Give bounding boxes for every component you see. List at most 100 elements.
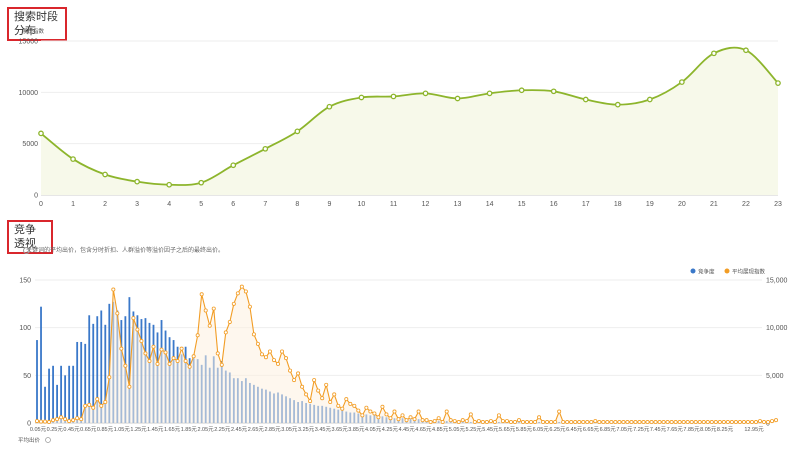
data-point — [681, 420, 686, 425]
x-tick-label: 11 — [390, 201, 397, 208]
data-point — [709, 420, 714, 425]
data-point — [743, 47, 749, 54]
data-point — [280, 349, 285, 354]
data-point — [163, 350, 168, 355]
data-point — [364, 405, 369, 410]
data-point — [328, 400, 333, 405]
bar — [60, 365, 63, 423]
data-point — [553, 420, 558, 425]
data-point — [175, 359, 180, 364]
data-point — [231, 301, 236, 306]
x-tick-label: 0.65元 — [80, 426, 97, 433]
bar — [36, 340, 38, 423]
data-point — [653, 420, 658, 425]
right-y-tick-label: 15,000 — [766, 278, 788, 285]
data-point — [191, 354, 196, 359]
data-point — [585, 420, 590, 425]
data-point — [766, 420, 771, 425]
data-point — [770, 419, 775, 424]
data-point — [79, 417, 84, 422]
x-tick-label: 18 — [614, 201, 622, 208]
data-point — [518, 87, 525, 94]
x-tick-label: 3.05元 — [281, 426, 298, 433]
data-point — [344, 397, 349, 402]
data-point — [657, 420, 662, 425]
x-tick-label: 0.45元 — [63, 426, 80, 433]
data-point — [230, 162, 237, 169]
data-point — [408, 415, 413, 420]
data-point — [247, 304, 252, 309]
x-tick-label: 5.85元 — [516, 426, 533, 433]
data-point — [239, 284, 244, 289]
x-tick-label: 3.65元 — [332, 426, 349, 433]
data-point — [529, 420, 534, 425]
data-point — [669, 420, 674, 425]
data-point — [496, 413, 501, 418]
data-point — [649, 420, 654, 425]
data-point — [95, 397, 100, 402]
data-point — [155, 361, 160, 366]
x-tick-label: 0 — [39, 201, 43, 208]
data-point — [227, 319, 232, 324]
x-tick-label: 19 — [646, 201, 654, 208]
data-point — [400, 413, 405, 418]
x-axis-label: 平均出价 — [18, 436, 41, 444]
data-point — [183, 359, 188, 364]
data-point — [569, 420, 574, 425]
data-point — [689, 420, 694, 425]
right-y-tick-label: 10,000 — [766, 325, 788, 332]
data-point — [721, 420, 726, 425]
data-point — [737, 420, 742, 425]
data-point — [171, 356, 176, 361]
data-point — [412, 417, 417, 422]
x-tick-label: 9 — [327, 201, 331, 208]
data-point — [59, 415, 64, 420]
x-tick-label: 4.45元 — [399, 426, 416, 433]
data-point — [749, 420, 754, 425]
data-point — [420, 418, 425, 423]
x-tick-label: 8.05元 — [700, 426, 717, 433]
x-tick-label: 2.45元 — [231, 426, 248, 433]
data-point — [762, 420, 767, 425]
data-point — [35, 419, 40, 424]
data-point — [609, 420, 614, 425]
data-point — [332, 392, 337, 397]
x-tick-label: 8.25元 — [717, 426, 734, 433]
data-point — [705, 420, 710, 425]
data-point — [55, 417, 60, 422]
data-point — [416, 409, 421, 414]
data-point — [673, 420, 678, 425]
data-point — [262, 145, 269, 152]
data-point — [448, 418, 453, 423]
data-point — [139, 339, 144, 344]
data-point — [581, 420, 586, 425]
x-tick-label: 4.65元 — [415, 426, 432, 433]
x-tick-label: 4 — [167, 201, 171, 208]
legend-label-line: 平均展现指数 — [732, 268, 766, 276]
data-point — [661, 420, 666, 425]
help-icon — [45, 437, 51, 443]
data-point — [384, 412, 389, 417]
data-point — [577, 420, 582, 425]
bar — [40, 306, 42, 423]
legend-marker-line — [724, 268, 730, 274]
legend-marker-bars — [690, 268, 696, 274]
data-point — [597, 420, 602, 425]
data-point — [151, 344, 156, 349]
data-point — [38, 130, 44, 137]
data-point — [51, 418, 56, 423]
left-y-tick-label: 0 — [27, 421, 31, 428]
data-point — [422, 90, 429, 97]
x-tick-label: 6.45元 — [566, 426, 583, 433]
data-point — [537, 415, 542, 420]
data-point — [741, 420, 746, 425]
data-point — [198, 179, 205, 186]
data-point — [641, 420, 646, 425]
x-tick-label: 21 — [710, 201, 718, 208]
data-point — [103, 400, 108, 405]
x-tick-label: 6.25元 — [549, 426, 566, 433]
bar — [104, 324, 107, 423]
x-tick-label: 0.25元 — [47, 426, 64, 433]
data-point — [203, 308, 208, 313]
